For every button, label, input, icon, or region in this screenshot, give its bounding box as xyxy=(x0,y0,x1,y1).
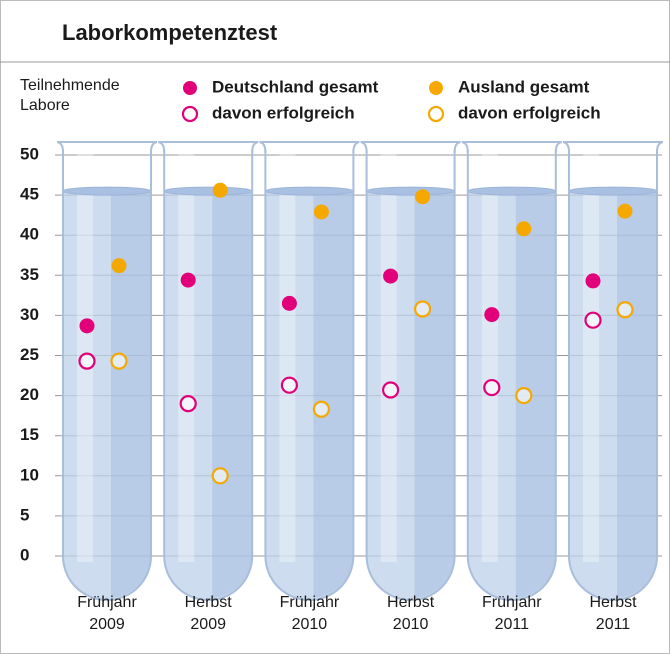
point xyxy=(383,382,398,397)
legend-label: Ausland gesamt xyxy=(458,77,590,96)
legend-marker xyxy=(183,81,197,95)
tube-glare xyxy=(583,152,599,562)
x-tick-label: 2010 xyxy=(292,616,328,633)
point xyxy=(213,183,228,198)
x-tick-label: Frühjahr xyxy=(77,594,137,611)
tube-glare xyxy=(381,152,397,562)
y-tick-label: 20 xyxy=(20,385,39,404)
tube-shade xyxy=(415,191,455,598)
point xyxy=(112,354,127,369)
point xyxy=(181,396,196,411)
point xyxy=(80,318,95,333)
legend-label: davon erfolgreich xyxy=(212,103,355,122)
tube-surface xyxy=(63,187,151,195)
x-tick-label: 2010 xyxy=(393,616,429,633)
chart-title: Laborkompetenztest xyxy=(62,20,278,45)
x-tick-label: Frühjahr xyxy=(482,594,542,611)
point xyxy=(80,354,95,369)
x-tick-label: Frühjahr xyxy=(280,594,340,611)
point xyxy=(415,189,430,204)
legend-marker xyxy=(429,107,443,121)
x-tick-label: Herbst xyxy=(185,594,233,611)
point xyxy=(484,307,499,322)
tube-surface xyxy=(367,187,455,195)
y-tick-label: 25 xyxy=(20,345,39,364)
point xyxy=(213,468,228,483)
point xyxy=(586,313,601,328)
y-tick-label: 0 xyxy=(20,545,29,564)
tube-surface xyxy=(265,187,353,195)
y-tick-label: 30 xyxy=(20,305,39,324)
point xyxy=(516,388,531,403)
tube-shade xyxy=(111,191,151,598)
x-tick-label: 2011 xyxy=(596,616,631,633)
legend-label: Deutschland gesamt xyxy=(212,77,379,96)
x-tick-label: 2009 xyxy=(190,616,226,633)
y-tick-label: 15 xyxy=(20,425,39,444)
legend-label: davon erfolgreich xyxy=(458,103,601,122)
point xyxy=(314,204,329,219)
y-tick-label: 5 xyxy=(20,505,29,524)
y-axis-label: Teilnehmende xyxy=(20,77,120,94)
x-tick-label: 2011 xyxy=(495,616,530,633)
tube-surface xyxy=(164,187,252,195)
y-tick-label: 50 xyxy=(20,144,39,163)
tube-glare xyxy=(178,152,194,562)
y-tick-label: 40 xyxy=(20,225,39,244)
legend-marker xyxy=(183,107,197,121)
x-tick-label: Herbst xyxy=(589,594,637,611)
point xyxy=(415,301,430,316)
tube-surface xyxy=(468,187,556,195)
y-tick-label: 45 xyxy=(20,185,39,204)
tube-shade xyxy=(313,191,353,598)
point xyxy=(383,269,398,284)
point xyxy=(586,273,601,288)
x-tick-label: Herbst xyxy=(387,594,435,611)
point xyxy=(181,273,196,288)
point xyxy=(618,204,633,219)
tube-glare xyxy=(279,152,295,562)
point xyxy=(618,302,633,317)
point xyxy=(484,380,499,395)
y-axis-label: Labore xyxy=(20,97,70,114)
tube-glare xyxy=(482,152,498,562)
legend-marker xyxy=(429,81,443,95)
tube-surface xyxy=(569,187,657,195)
point xyxy=(516,221,531,236)
y-tick-label: 10 xyxy=(20,465,39,484)
point xyxy=(282,378,297,393)
tube-shade xyxy=(617,191,657,598)
y-tick-label: 35 xyxy=(20,265,39,284)
point xyxy=(314,402,329,417)
tube-shade xyxy=(212,191,252,598)
point xyxy=(112,258,127,273)
chart: Laborkompetenztest Teilnehmende Labore 0… xyxy=(0,0,670,654)
point xyxy=(282,296,297,311)
x-tick-label: 2009 xyxy=(89,616,125,633)
